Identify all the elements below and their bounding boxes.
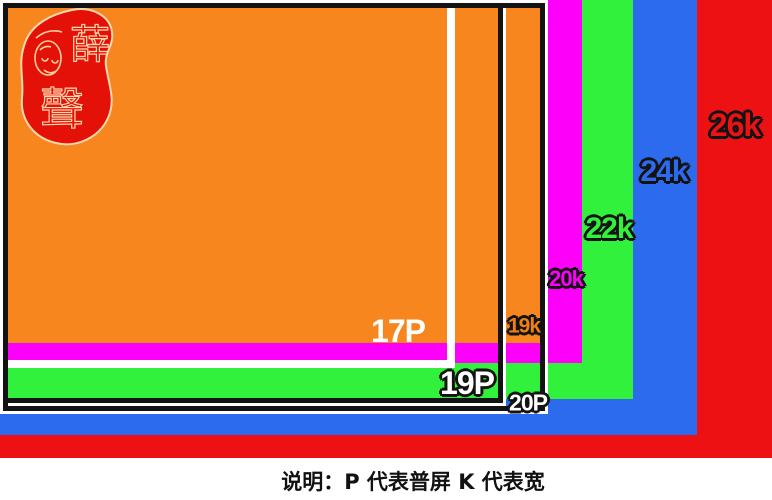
seal-blob: [20, 8, 114, 146]
label-17P: 17P: [371, 313, 426, 349]
label-26k: 26k: [709, 107, 761, 143]
label-20P: 20P: [509, 389, 548, 416]
seal-character-2: 聲: [40, 84, 84, 135]
caption: 说明：P 代表普屏 K 代表宽: [281, 470, 545, 494]
label-19k: 19k: [507, 314, 541, 338]
label-22k: 22k: [585, 212, 633, 245]
label-19P: 19P: [440, 365, 495, 401]
seal-face-doodle: [34, 30, 63, 76]
seal-stamp-icon: 薛 聲: [20, 8, 114, 146]
label-20k: 20k: [549, 266, 584, 291]
frame-20P: [3, 3, 545, 411]
label-24k: 24k: [640, 155, 688, 188]
seal-character-1: 薛: [70, 22, 110, 68]
